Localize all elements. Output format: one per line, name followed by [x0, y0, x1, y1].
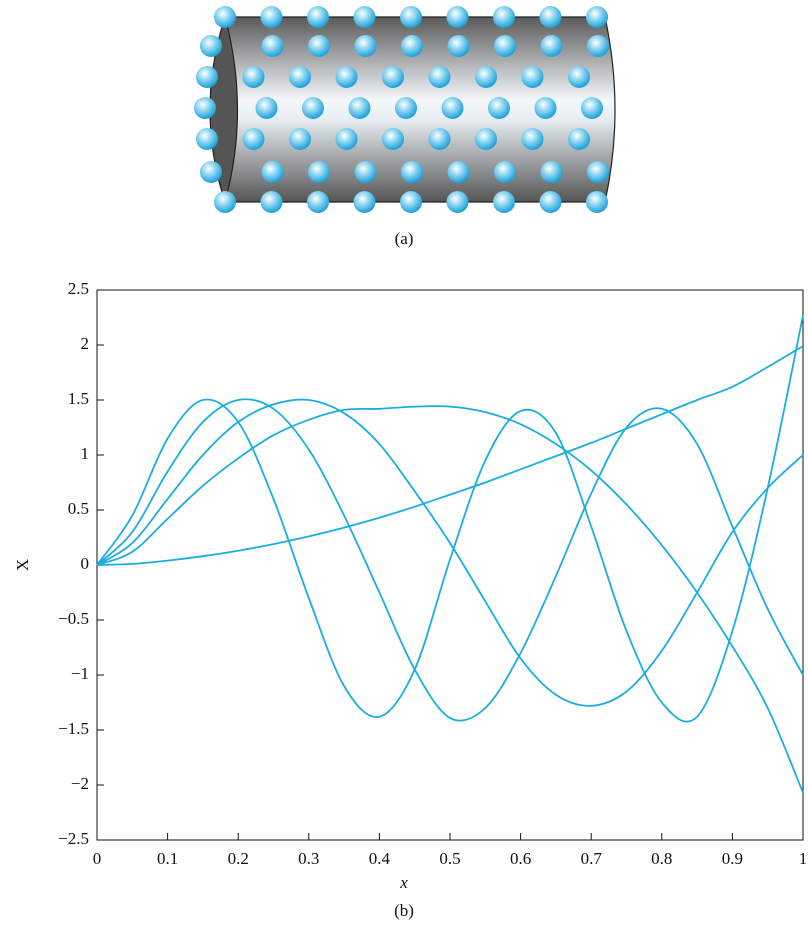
atom	[521, 66, 544, 88]
atom	[335, 66, 358, 88]
y-tick-label: 1.5	[68, 389, 89, 408]
atom	[493, 6, 515, 28]
x-tick-label: 0.7	[581, 849, 603, 868]
atom	[308, 35, 330, 57]
series-line	[96, 398, 804, 722]
atom	[214, 6, 236, 28]
y-tick-label: 2.5	[68, 279, 89, 298]
atom	[401, 35, 423, 57]
atom	[242, 128, 265, 150]
x-tick-label: 0.9	[722, 849, 743, 868]
atom	[447, 161, 470, 183]
atom	[196, 128, 218, 150]
y-tick-label: −1	[71, 664, 89, 683]
atom	[307, 6, 329, 28]
atom	[587, 35, 609, 57]
atom	[521, 128, 544, 150]
x-tick-label: 0.8	[651, 849, 672, 868]
atom	[568, 128, 590, 150]
atom	[493, 191, 515, 213]
atom	[382, 128, 404, 150]
atom	[302, 97, 324, 119]
x-axis-label: x	[399, 873, 408, 892]
atom	[586, 191, 608, 213]
atom	[447, 35, 470, 57]
atom	[475, 128, 497, 150]
atom	[428, 128, 451, 150]
series-line	[96, 345, 804, 566]
atom	[441, 97, 464, 119]
atom	[242, 66, 265, 88]
x-tick-label: 0.3	[298, 849, 319, 868]
atom	[200, 35, 222, 57]
plot-frame	[96, 289, 804, 841]
atom	[354, 35, 377, 57]
atom	[308, 161, 330, 183]
atom	[400, 6, 422, 28]
series-line	[96, 405, 804, 794]
x-tick-label: 0.6	[510, 849, 531, 868]
atom	[261, 35, 284, 57]
y-tick-label: 0	[81, 554, 90, 573]
caption-b: (b)	[394, 901, 414, 920]
x-tick-label: 0	[93, 849, 102, 868]
x-tick-label: 0.5	[439, 849, 460, 868]
atom	[400, 191, 422, 213]
nanotube-illustration	[194, 6, 616, 213]
y-tick-label: 1	[81, 444, 90, 463]
atom	[382, 66, 404, 88]
atom	[335, 128, 358, 150]
atom	[260, 6, 283, 28]
atom	[539, 6, 562, 28]
atom	[540, 161, 563, 183]
x-tick-label: 0.1	[157, 849, 178, 868]
atom	[446, 191, 469, 213]
atom	[494, 35, 516, 57]
y-tick-label: −2.5	[58, 829, 89, 848]
atom	[255, 97, 278, 119]
atom	[428, 66, 451, 88]
atom	[200, 161, 222, 183]
atom	[307, 191, 329, 213]
y-tick-label: 2	[81, 334, 90, 353]
atom	[475, 66, 497, 88]
atom	[587, 161, 609, 183]
atom	[354, 161, 377, 183]
atom	[539, 191, 562, 213]
atom	[446, 6, 469, 28]
atom	[568, 66, 590, 88]
atom	[488, 97, 510, 119]
atom	[540, 35, 563, 57]
y-tick-label: −2	[71, 774, 89, 793]
y-axis-label: X	[13, 559, 32, 571]
atom	[353, 191, 376, 213]
atom	[196, 66, 218, 88]
atom	[289, 128, 311, 150]
atom	[534, 97, 557, 119]
atom	[581, 97, 603, 119]
atom	[348, 97, 371, 119]
atom	[260, 191, 283, 213]
y-tick-label: −1.5	[58, 719, 89, 738]
y-tick-label: −0.5	[58, 609, 89, 628]
atom	[261, 161, 284, 183]
atom	[401, 161, 423, 183]
atom	[395, 97, 417, 119]
x-tick-label: 0.2	[228, 849, 249, 868]
y-tick-label: 0.5	[68, 499, 89, 518]
caption-a: (a)	[395, 229, 414, 248]
series-line	[96, 315, 804, 723]
atom	[353, 6, 376, 28]
x-tick-label: 1	[799, 849, 808, 868]
atom	[214, 191, 236, 213]
x-tick-label: 0.4	[369, 849, 391, 868]
atom	[494, 161, 516, 183]
atom	[194, 97, 216, 119]
atom	[586, 6, 608, 28]
atom	[289, 66, 311, 88]
